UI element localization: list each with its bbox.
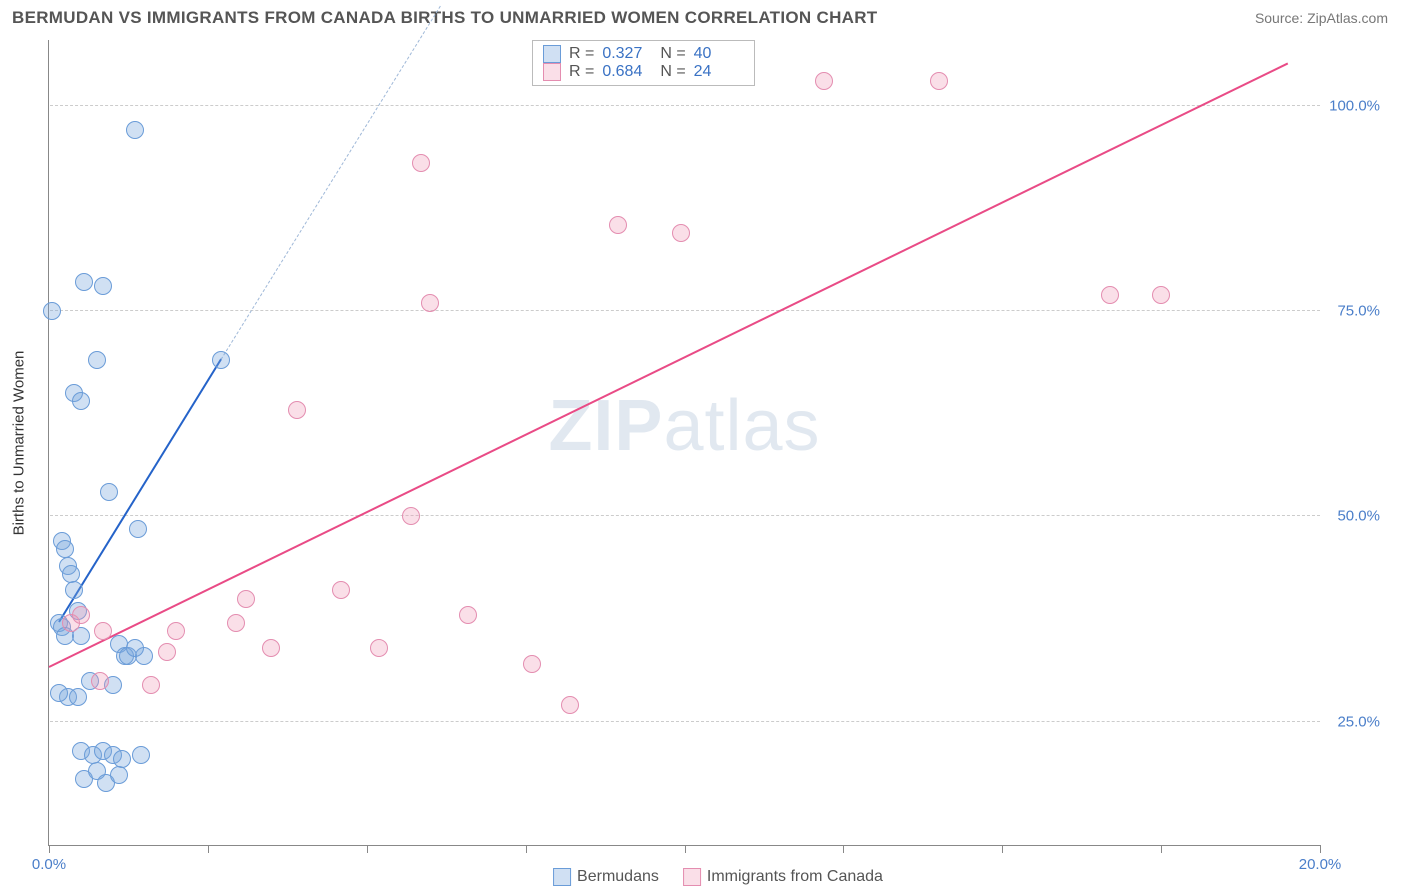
x-tick: [1161, 845, 1162, 853]
data-point: [288, 401, 306, 419]
swatch-bermudans: [543, 45, 561, 63]
data-point: [672, 224, 690, 242]
data-point: [65, 581, 83, 599]
r-value-immigrants: 0.684: [602, 63, 652, 81]
swatch-immigrants: [543, 63, 561, 81]
data-point: [69, 688, 87, 706]
data-point: [129, 520, 147, 538]
y-tick-label: 100.0%: [1329, 97, 1380, 114]
n-value-immigrants: 24: [694, 63, 744, 81]
data-point: [72, 606, 90, 624]
gridline: [50, 721, 1320, 722]
stats-row-bermudans: R = 0.327 N = 40: [543, 45, 744, 63]
data-point: [110, 766, 128, 784]
data-point: [142, 676, 160, 694]
data-point: [88, 351, 106, 369]
data-point: [126, 639, 144, 657]
r-label: R =: [569, 45, 594, 63]
legend-label-bermudans: Bermudans: [577, 868, 659, 886]
swatch-bermudans: [553, 868, 571, 886]
data-point: [815, 72, 833, 90]
data-point: [1101, 286, 1119, 304]
x-tick: [1002, 845, 1003, 853]
y-tick-label: 25.0%: [1337, 713, 1380, 730]
data-point: [930, 72, 948, 90]
data-point: [91, 672, 109, 690]
y-tick-label: 50.0%: [1337, 508, 1380, 525]
chart-title: BERMUDAN VS IMMIGRANTS FROM CANADA BIRTH…: [12, 8, 878, 28]
n-label: N =: [660, 63, 685, 81]
x-tick: [526, 845, 527, 853]
data-point: [50, 684, 68, 702]
source-label: Source: ZipAtlas.com: [1255, 10, 1388, 26]
x-tick-label: 0.0%: [32, 856, 66, 873]
y-tick-label: 75.0%: [1337, 303, 1380, 320]
x-tick: [208, 845, 209, 853]
r-value-bermudans: 0.327: [602, 45, 652, 63]
data-point: [523, 655, 541, 673]
plot-area: Births to Unmarried Women ZIPatlas R = 0…: [48, 40, 1320, 846]
x-tick: [1320, 845, 1321, 853]
data-point: [72, 392, 90, 410]
gridline: [50, 515, 1320, 516]
swatch-immigrants: [683, 868, 701, 886]
data-point: [158, 643, 176, 661]
x-tick-label: 20.0%: [1299, 856, 1342, 873]
bottom-legend: Bermudans Immigrants from Canada: [553, 868, 883, 886]
data-point: [167, 622, 185, 640]
data-point: [75, 273, 93, 291]
n-label: N =: [660, 45, 685, 63]
data-point: [370, 639, 388, 657]
data-point: [412, 154, 430, 172]
data-point: [609, 216, 627, 234]
r-label: R =: [569, 63, 594, 81]
x-tick: [685, 845, 686, 853]
data-point: [94, 622, 112, 640]
legend-item-immigrants: Immigrants from Canada: [683, 868, 883, 886]
x-tick: [367, 845, 368, 853]
stats-legend: R = 0.327 N = 40 R = 0.684 N = 24: [532, 40, 755, 86]
stats-row-immigrants: R = 0.684 N = 24: [543, 63, 744, 81]
gridline: [50, 105, 1320, 106]
data-point: [212, 351, 230, 369]
data-point: [332, 581, 350, 599]
data-point: [402, 507, 420, 525]
n-value-bermudans: 40: [694, 45, 744, 63]
data-point: [237, 590, 255, 608]
data-point: [126, 121, 144, 139]
data-point: [459, 606, 477, 624]
gridline: [50, 310, 1320, 311]
data-point: [113, 750, 131, 768]
data-point: [132, 746, 150, 764]
data-point: [56, 540, 74, 558]
y-axis-title: Births to Unmarried Women: [11, 350, 28, 535]
x-tick: [49, 845, 50, 853]
data-point: [1152, 286, 1170, 304]
legend-item-bermudans: Bermudans: [553, 868, 659, 886]
trendline: [49, 63, 1289, 669]
data-point: [421, 294, 439, 312]
trendline: [220, 6, 440, 360]
data-point: [100, 483, 118, 501]
data-point: [561, 696, 579, 714]
watermark: ZIPatlas: [548, 385, 820, 467]
legend-label-immigrants: Immigrants from Canada: [707, 868, 883, 886]
data-point: [227, 614, 245, 632]
data-point: [262, 639, 280, 657]
x-tick: [843, 845, 844, 853]
data-point: [43, 302, 61, 320]
data-point: [62, 565, 80, 583]
data-point: [94, 277, 112, 295]
chart-container: Births to Unmarried Women ZIPatlas R = 0…: [48, 40, 1388, 846]
